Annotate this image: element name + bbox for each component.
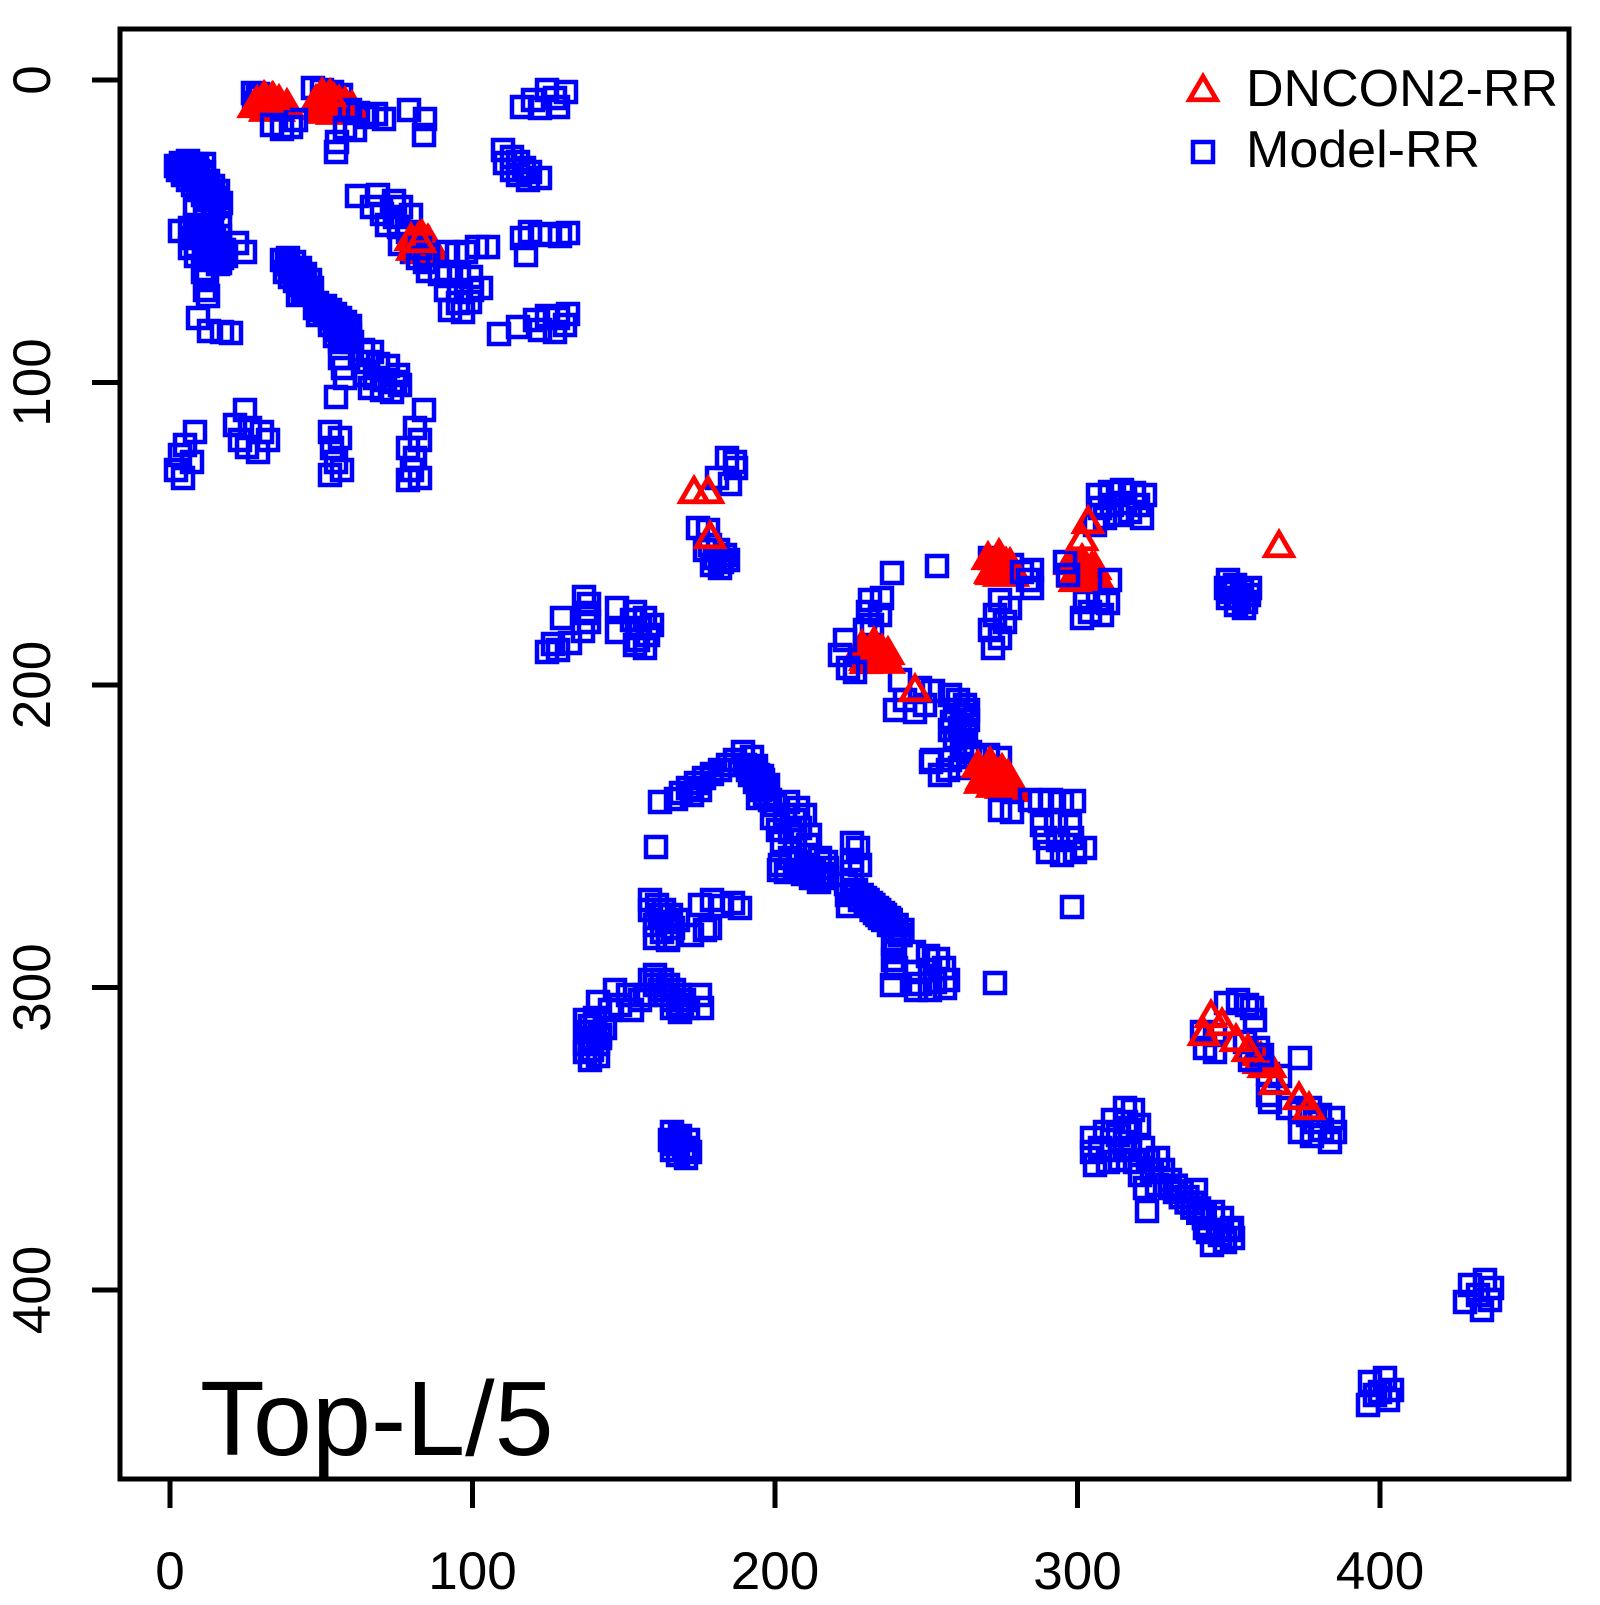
svg-text:100: 100 (3, 338, 62, 426)
svg-text:Model-RR: Model-RR (1246, 121, 1480, 179)
svg-text:DNCON2-RR: DNCON2-RR (1246, 60, 1558, 118)
svg-text:100: 100 (428, 1542, 516, 1600)
svg-text:200: 200 (731, 1542, 819, 1600)
svg-text:0: 0 (3, 65, 62, 94)
svg-text:400: 400 (3, 1246, 62, 1334)
svg-text:0: 0 (155, 1542, 184, 1600)
svg-text:Top-L/5: Top-L/5 (200, 1360, 554, 1478)
svg-text:200: 200 (3, 641, 62, 729)
svg-text:300: 300 (1033, 1542, 1121, 1600)
svg-text:400: 400 (1336, 1542, 1424, 1600)
svg-text:300: 300 (3, 943, 62, 1031)
